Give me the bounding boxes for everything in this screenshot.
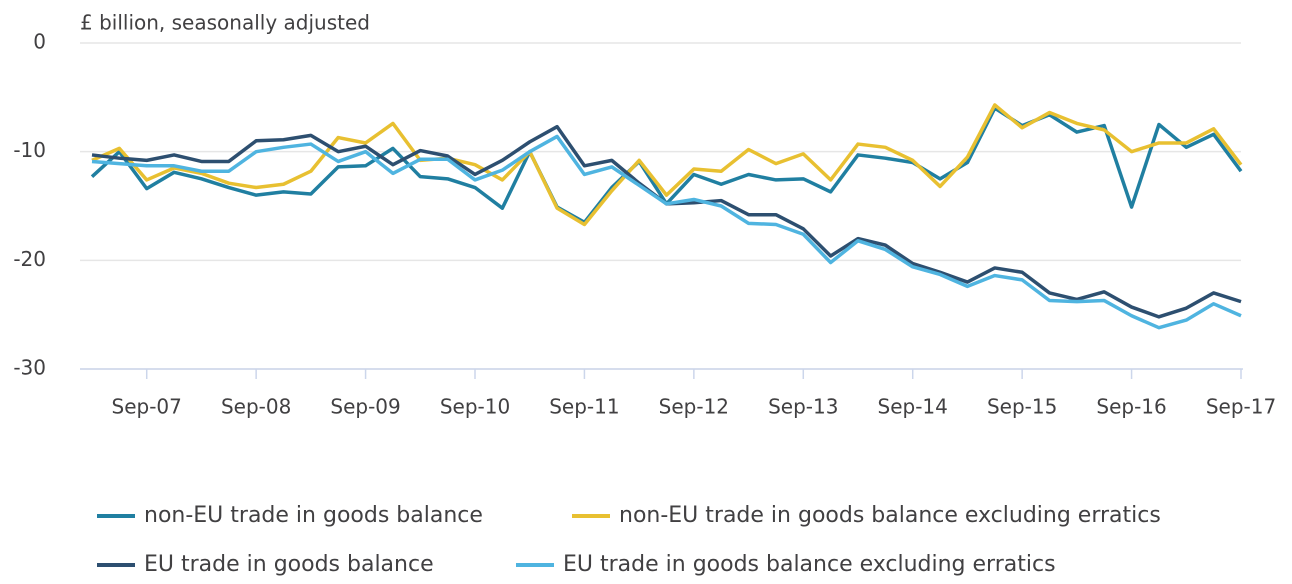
series-line: [91, 134, 1242, 330]
y-tick-label: -30: [13, 356, 46, 380]
y-axis-label: £ billion, seasonally adjusted: [80, 11, 370, 35]
y-tick-label: -20: [13, 247, 46, 271]
x-tick-label: Sep-08: [221, 395, 291, 419]
series-line: [91, 124, 1242, 319]
x-tick-label: Sep-16: [1096, 395, 1166, 419]
x-tick-label: Sep-10: [440, 395, 510, 419]
series-line: [91, 103, 1243, 227]
y-tick-label: -10: [13, 138, 46, 162]
x-tick-label: Sep-17: [1206, 395, 1276, 419]
legend-label: non-EU trade in goods balance: [144, 503, 483, 528]
x-tick-label: Sep-14: [878, 395, 948, 419]
legend-label: EU trade in goods balance: [144, 552, 434, 577]
legend-label: EU trade in goods balance excluding erra…: [563, 552, 1056, 577]
x-tick-label: Sep-07: [112, 395, 182, 419]
x-tick-label: Sep-12: [659, 395, 729, 419]
y-tick-label: 0: [33, 30, 46, 54]
x-tick-label: Sep-11: [549, 395, 619, 419]
x-tick-label: Sep-15: [987, 395, 1057, 419]
x-tick-label: Sep-09: [330, 395, 400, 419]
legend-label: non-EU trade in goods balance excluding …: [619, 503, 1161, 528]
x-tick-label: Sep-13: [768, 395, 838, 419]
